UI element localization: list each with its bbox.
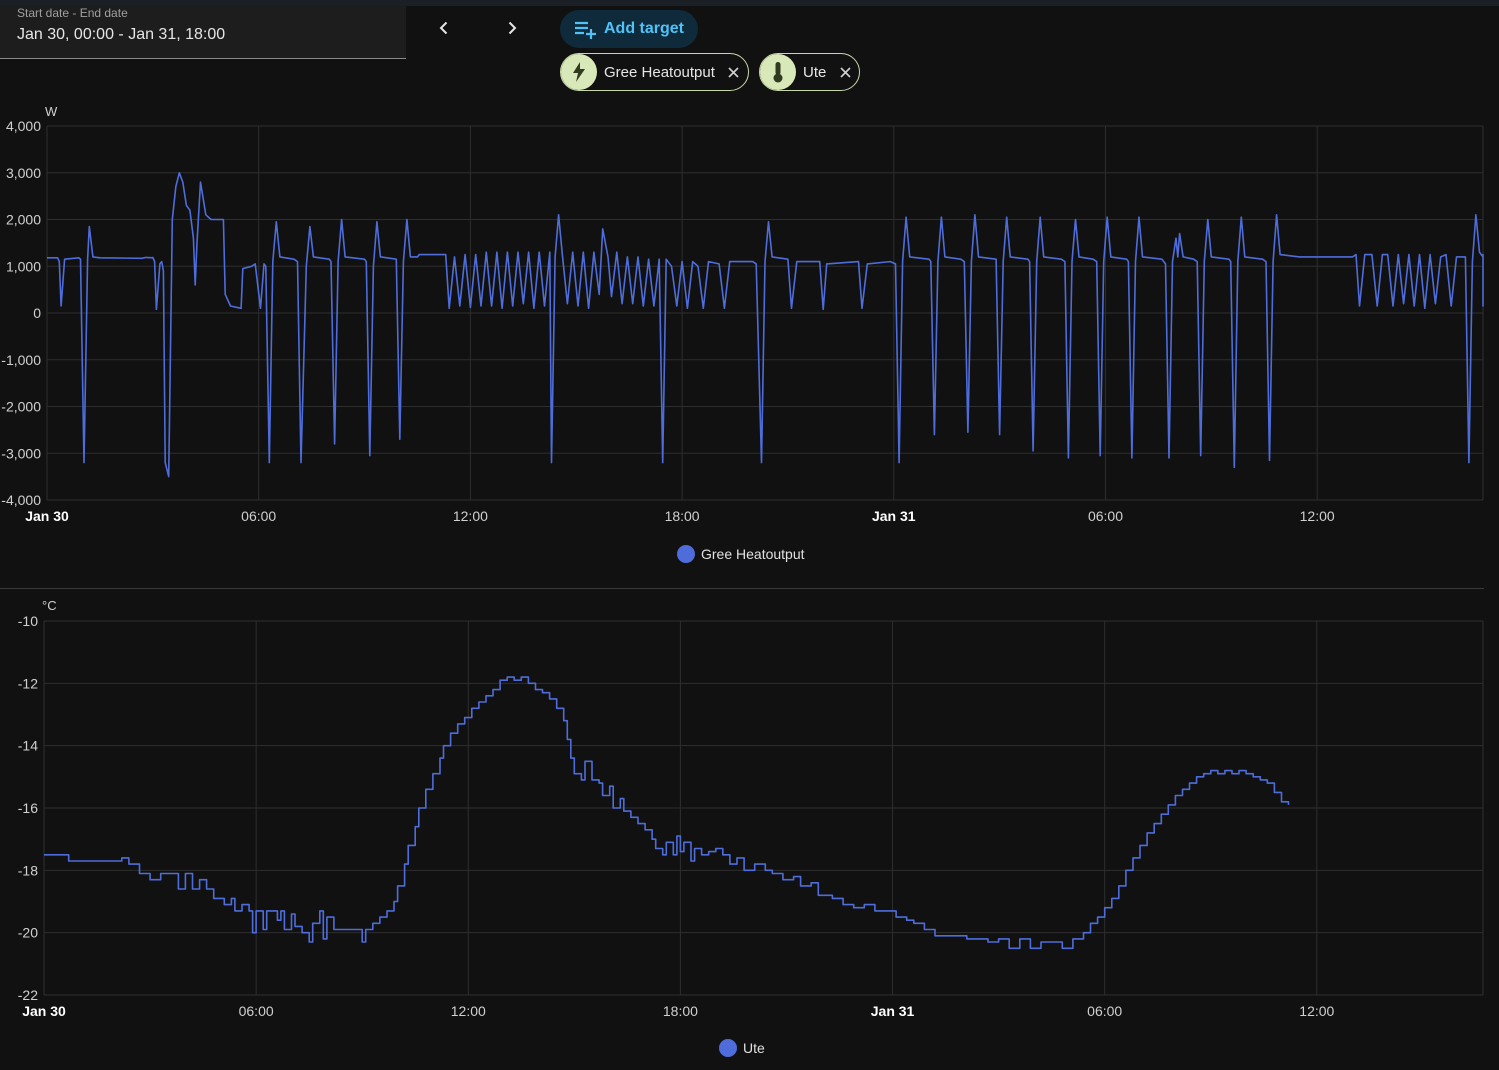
y-tick-label: -10 xyxy=(18,613,38,629)
x-tick-label: 06:00 xyxy=(241,508,276,524)
y-tick-label: -22 xyxy=(18,987,38,1003)
target-chip-ute[interactable]: Ute xyxy=(759,53,860,91)
series-line xyxy=(47,172,1484,478)
x-tick-label: Jan 31 xyxy=(871,1003,915,1019)
x-tick-label: 06:00 xyxy=(239,1003,274,1019)
y-tick-label: 3,000 xyxy=(6,165,41,181)
y-tick-label: -4,000 xyxy=(1,492,41,508)
y-tick-label: -18 xyxy=(18,862,38,878)
x-tick-label: 18:00 xyxy=(665,508,700,524)
lightning-bolt-icon xyxy=(561,54,597,90)
legend-item-ute[interactable]: Ute xyxy=(719,1039,765,1057)
x-tick-label: 18:00 xyxy=(663,1003,698,1019)
date-range-label: Start date - End date xyxy=(17,6,128,20)
x-tick-label: Jan 30 xyxy=(25,508,69,524)
date-range-value: Jan 30, 00:00 - Jan 31, 18:00 xyxy=(17,26,226,43)
legend-dot xyxy=(719,1039,737,1057)
next-period-button[interactable] xyxy=(496,12,528,44)
y-tick-label: -2,000 xyxy=(1,399,41,415)
y-tick-label: -1,000 xyxy=(1,352,41,368)
add-target-button[interactable]: Add target xyxy=(560,10,698,48)
x-tick-label: Jan 31 xyxy=(872,508,916,524)
y-unit-label: W xyxy=(45,104,58,119)
target-chip-label: Ute xyxy=(803,63,827,81)
legend-label: Ute xyxy=(743,1040,765,1056)
previous-period-button[interactable] xyxy=(428,12,460,44)
series-line xyxy=(44,676,1290,950)
power-chart: W 4,000 3,000 2,000 1,000 0 -1,000 -2,000 -3,000… xyxy=(1,104,1484,524)
date-range-picker[interactable]: Start date - End date Jan 30, 00:00 - Ja… xyxy=(0,5,406,59)
y-tick-label: 0 xyxy=(33,305,41,321)
top-bar xyxy=(0,0,1499,6)
x-tick-label: 12:00 xyxy=(1300,508,1335,524)
add-target-label: Add target xyxy=(604,20,684,37)
target-chip-label: Gree Heatoutput xyxy=(604,63,715,81)
x-tick-label: Jan 30 xyxy=(22,1003,66,1019)
y-tick-label: -12 xyxy=(18,675,38,691)
x-tick-label: 12:00 xyxy=(1299,1003,1334,1019)
close-icon[interactable] xyxy=(727,65,741,79)
close-icon[interactable] xyxy=(838,65,852,79)
y-tick-label: -20 xyxy=(18,925,38,941)
y-tick-label: -16 xyxy=(18,800,38,816)
y-tick-label: 2,000 xyxy=(6,212,41,228)
legend-dot xyxy=(677,545,695,563)
y-tick-label: -3,000 xyxy=(1,445,41,461)
chevron-right-icon xyxy=(508,21,517,35)
x-tick-label: 12:00 xyxy=(453,508,488,524)
legend-item-gree-heatoutput[interactable]: Gree Heatoutput xyxy=(677,545,805,563)
x-tick-label: 06:00 xyxy=(1087,1003,1122,1019)
y-tick-label: 1,000 xyxy=(6,258,41,274)
playlist-add-icon xyxy=(575,21,596,39)
x-tick-label: 06:00 xyxy=(1088,508,1123,524)
y-unit-label: °C xyxy=(42,598,57,613)
chevron-left-icon xyxy=(439,21,448,35)
y-tick-label: -14 xyxy=(18,738,38,754)
x-tick-label: 12:00 xyxy=(451,1003,486,1019)
y-tick-label: 4,000 xyxy=(6,118,41,134)
thermometer-icon xyxy=(760,54,796,90)
target-chip-gree-heatoutput[interactable]: Gree Heatoutput xyxy=(560,53,749,91)
legend-label: Gree Heatoutput xyxy=(701,546,805,562)
chart-divider xyxy=(0,588,1484,589)
